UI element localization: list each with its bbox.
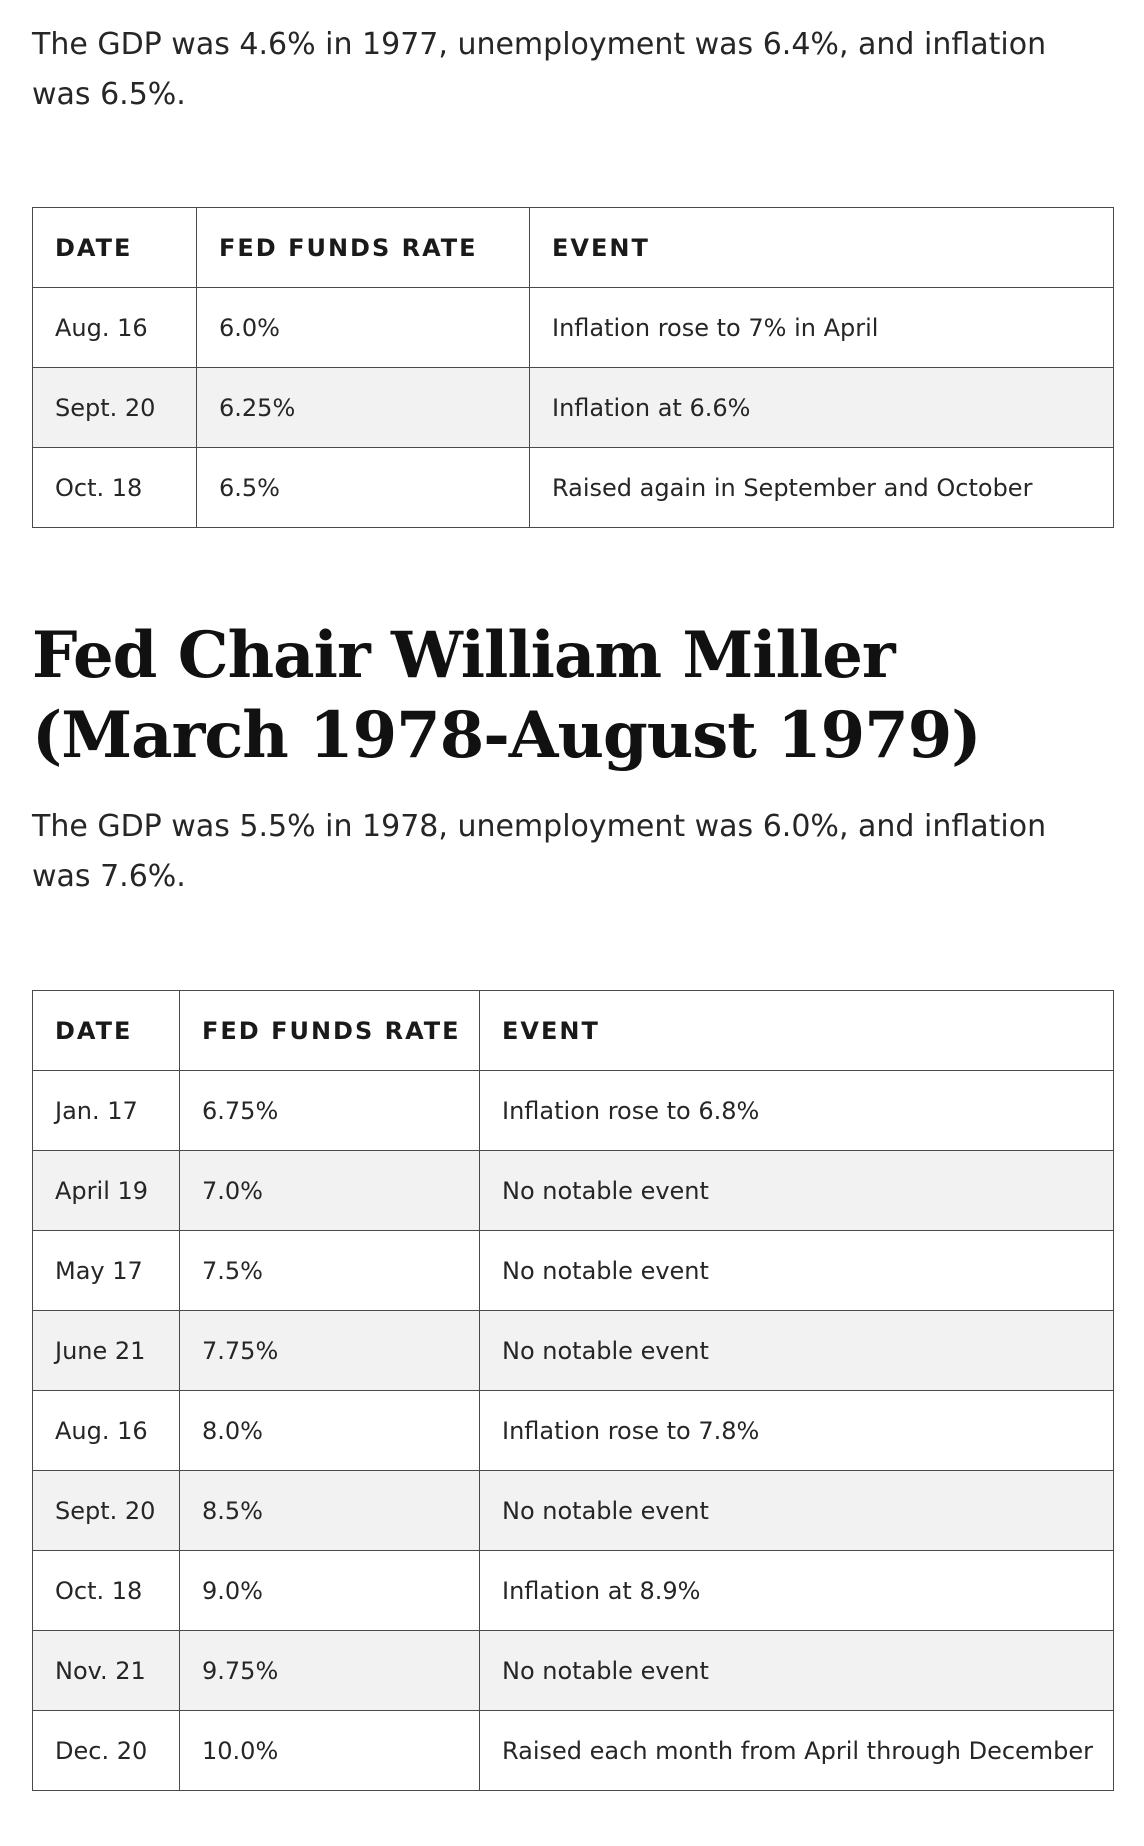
cell-date: May 17 [32,1230,180,1311]
table-row: Sept. 20 8.5% No notable event [32,1470,1114,1551]
table-row: June 21 7.75% No notable event [32,1310,1114,1391]
column-header-rate: FED FUNDS RATE [196,207,530,288]
column-header-event: EVENT [529,207,1114,288]
cell-rate: 10.0% [179,1710,480,1791]
table-row: Sept. 20 6.25% Inflation at 6.6% [32,367,1114,448]
fed-rates-table-1977: DATE FED FUNDS RATE EVENT Aug. 16 6.0% I… [32,207,1114,528]
cell-date: Jan. 17 [32,1070,180,1151]
table-row: Oct. 18 6.5% Raised again in September a… [32,447,1114,528]
table-row: May 17 7.5% No notable event [32,1230,1114,1311]
table-row: Dec. 20 10.0% Raised each month from Apr… [32,1710,1114,1791]
cell-rate: 8.0% [179,1390,480,1471]
cell-rate: 7.5% [179,1230,480,1311]
cell-rate: 6.5% [196,447,530,528]
cell-date: Nov. 21 [32,1630,180,1711]
column-header-event: EVENT [479,990,1114,1071]
table-header-row: DATE FED FUNDS RATE EVENT [32,207,1114,288]
cell-event: No notable event [479,1230,1114,1311]
cell-rate: 6.25% [196,367,530,448]
fed-rates-table-miller: DATE FED FUNDS RATE EVENT Jan. 17 6.75% … [32,990,1114,1791]
summary-1977: The GDP was 4.6% in 1977, unemployment w… [32,27,1047,112]
column-header-rate: FED FUNDS RATE [179,990,480,1071]
cell-rate: 9.0% [179,1550,480,1631]
cell-date: Sept. 20 [32,1470,180,1551]
table-row: Nov. 21 9.75% No notable event [32,1630,1114,1711]
cell-rate: 6.75% [179,1070,480,1151]
cell-rate: 8.5% [179,1470,480,1551]
cell-event: No notable event [479,1310,1114,1391]
cell-date: Oct. 18 [32,1550,180,1631]
cell-date: Dec. 20 [32,1710,180,1791]
cell-event: Inflation rose to 7% in April [529,287,1114,368]
cell-event: No notable event [479,1470,1114,1551]
table-row: Oct. 18 9.0% Inflation at 8.9% [32,1550,1114,1631]
cell-date: Oct. 18 [32,447,197,528]
table-row: April 19 7.0% No notable event [32,1150,1114,1231]
table-header-row: DATE FED FUNDS RATE EVENT [32,990,1114,1071]
cell-date: Sept. 20 [32,367,197,448]
cell-event: No notable event [479,1150,1114,1231]
cell-rate: 7.0% [179,1150,480,1231]
cell-date: Aug. 16 [32,1390,180,1471]
cell-event: Inflation rose to 7.8% [479,1390,1114,1471]
cell-event: No notable event [479,1630,1114,1711]
cell-rate: 6.0% [196,287,530,368]
cell-date: April 19 [32,1150,180,1231]
cell-event: Inflation rose to 6.8% [479,1070,1114,1151]
cell-rate: 9.75% [179,1630,480,1711]
cell-event: Inflation at 6.6% [529,367,1114,448]
table-row: Jan. 17 6.75% Inflation rose to 6.8% [32,1070,1114,1151]
cell-rate: 7.75% [179,1310,480,1391]
section-heading-miller: Fed Chair William Miller (March 1978-Aug… [32,618,982,773]
table-row: Aug. 16 6.0% Inflation rose to 7% in Apr… [32,287,1114,368]
cell-date: Aug. 16 [32,287,197,368]
cell-event: Raised each month from April through Dec… [479,1710,1114,1791]
cell-event: Inflation at 8.9% [479,1550,1114,1631]
cell-date: June 21 [32,1310,180,1391]
column-header-date: DATE [32,207,197,288]
summary-1978: The GDP was 5.5% in 1978, unemployment w… [32,809,1047,894]
cell-event: Raised again in September and October [529,447,1114,528]
column-header-date: DATE [32,990,180,1071]
table-row: Aug. 16 8.0% Inflation rose to 7.8% [32,1390,1114,1471]
